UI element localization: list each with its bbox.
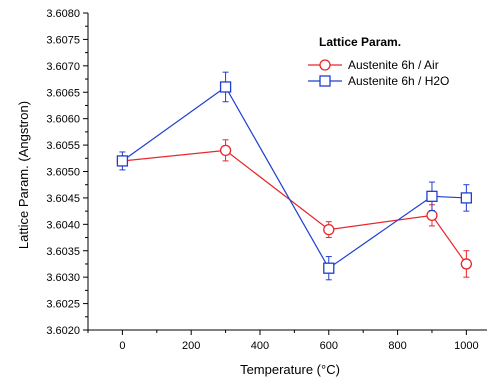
x-tick-label: 0 [119,340,125,352]
y-tick-label: 3.6035 [46,246,80,258]
x-axis-label: Temperature (°C) [240,362,340,377]
y-tick-label: 3.6060 [46,114,80,126]
x-tick-label: 600 [320,340,338,352]
ticks: 3.6020 3.6025 3.6030 3.6035 3.6040 3.6045 3.60… [46,8,478,352]
legend-label: Austenite 6h / Air [348,58,439,72]
legend-label: Austenite 6h / H2O [348,74,449,88]
y-tick-label: 3.6075 [46,34,80,46]
legend-items: Austenite 6h / Air Austenite 6h / H2O [308,58,449,88]
y-tick-label: 3.6020 [46,325,80,337]
series-2 [116,71,473,281]
x-tick-label: 1000 [454,340,478,352]
data-point [460,258,473,270]
y-tick-label: 3.6055 [46,140,80,152]
y-axis-label: Lattice Param. (Angstron) [16,101,31,249]
data-point [323,223,335,236]
y-tick-label: 3.6080 [46,8,80,20]
y-tick-label: 3.6030 [46,272,80,284]
x-tick-label: 800 [388,340,406,352]
series-line [122,86,467,270]
data-point [219,81,232,93]
data-point [426,190,438,202]
x-tick-label: 200 [182,340,200,352]
data-point [426,209,438,222]
legend-title: Lattice Param. [319,35,401,49]
legend-marker [319,75,331,87]
y-tick-label: 3.6040 [46,219,80,231]
y-tick-label: 3.6070 [46,61,80,73]
series-layer [116,71,473,281]
data-point [116,155,129,167]
legend: Lattice Param. Austenite 6h / AirAusteni… [308,35,449,88]
data-point [460,192,473,204]
y-tick-label: 3.6065 [46,87,80,99]
x-tick-label: 400 [251,340,269,352]
data-point [219,144,232,157]
data-point [323,262,335,274]
y-tick-label: 3.6025 [46,299,80,311]
y-tick-label: 3.6045 [46,193,80,205]
legend-marker [319,59,331,71]
y-tick-label: 3.6050 [46,167,80,179]
